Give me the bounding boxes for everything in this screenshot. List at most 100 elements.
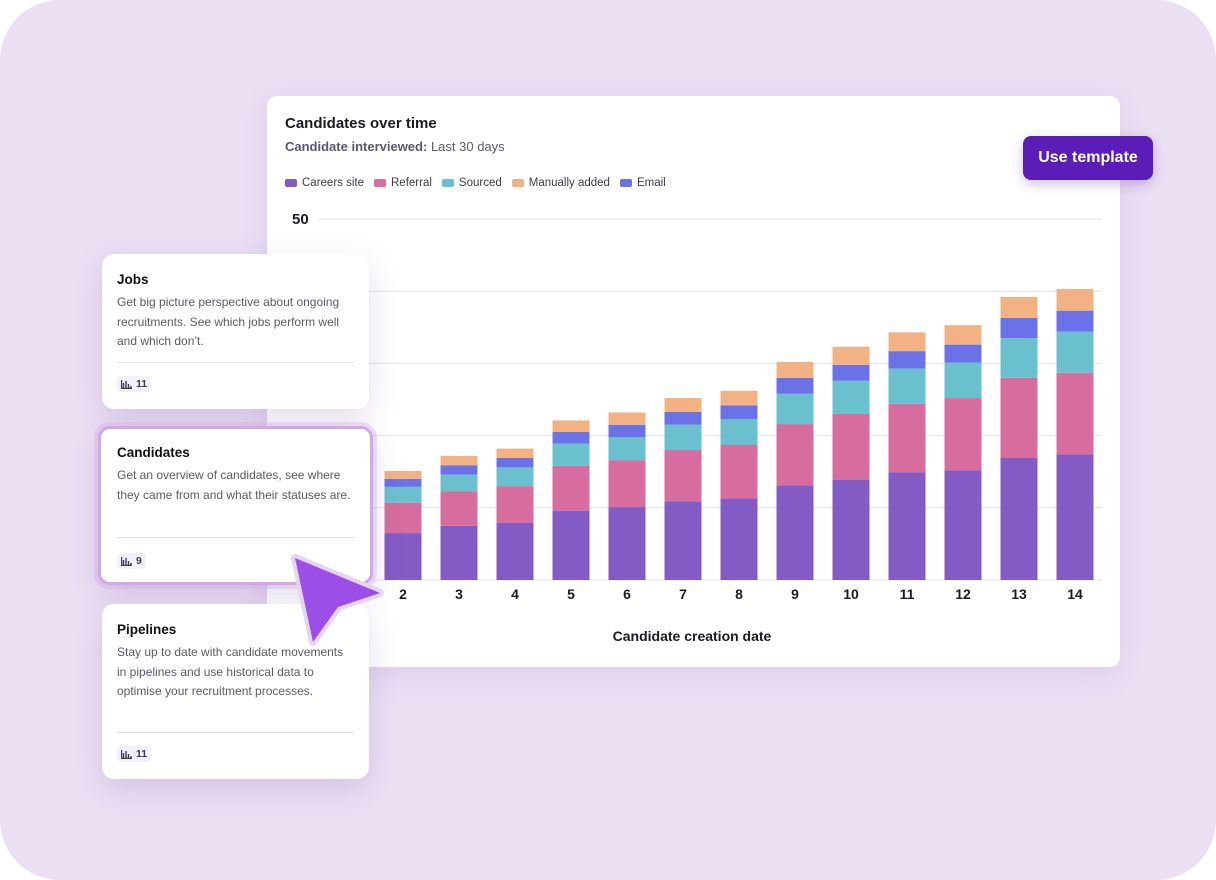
bar-segment-manually-added (944, 325, 982, 345)
legend-item: Sourced (441, 177, 502, 189)
x-tick-label: 6 (623, 586, 631, 602)
bar-segment-careers-site (944, 470, 982, 580)
bar-segment-sourced (832, 380, 870, 414)
bar-segment-email (384, 478, 422, 487)
bar-segment-manually-added (384, 470, 422, 479)
bar-segment-careers-site (1000, 457, 1038, 580)
bar-segment-referral (496, 486, 534, 523)
bar-segment-sourced (440, 474, 478, 492)
bar-segment-referral (832, 413, 870, 480)
x-tick-label: 7 (679, 586, 687, 602)
bar-chart-icon (121, 556, 132, 566)
bar-segment-sourced (888, 368, 926, 404)
bar-segment-sourced (496, 467, 534, 487)
bar-segment-careers-site (664, 501, 702, 580)
use-template-button[interactable]: Use template (1023, 136, 1153, 180)
bar-segment-email (552, 431, 590, 444)
bar-segment-manually-added (552, 420, 590, 432)
bar-segment-sourced (776, 393, 814, 425)
bar-segment-manually-added (664, 398, 702, 412)
legend-label: Email (636, 177, 666, 189)
bar-segment-sourced (384, 486, 422, 503)
bar-segment-manually-added (608, 412, 646, 425)
card-title: Pipelines (117, 622, 177, 637)
legend-swatch (374, 179, 386, 187)
bar-segment-referral (608, 460, 646, 508)
divider (117, 362, 354, 363)
bar-segment-careers-site (720, 498, 758, 580)
chart-subtitle: Candidate interviewed: Last 30 days (285, 139, 505, 154)
card-description: Get big picture perspective about ongoin… (117, 295, 340, 348)
card-description: Stay up to date with candidate movements… (117, 645, 344, 698)
legend-swatch (511, 179, 524, 187)
template-card-pipelines[interactable]: Pipelines Stay up to date with candidate… (102, 604, 369, 779)
count: 11 (136, 378, 148, 390)
bar-segment-careers-site (552, 510, 590, 580)
bar-segment-referral (1056, 372, 1094, 455)
legend-label: Careers site (302, 177, 364, 189)
bar-segment-email (944, 344, 982, 363)
bar-segment-referral (1000, 377, 1038, 458)
x-tick-label: 3 (455, 586, 463, 602)
template-card-jobs[interactable]: Jobs Get big picture perspective about o… (102, 254, 369, 409)
bar-segment-sourced (552, 443, 590, 466)
bar-segment-email (1056, 310, 1094, 332)
template-card-candidates[interactable]: Candidates Get an overview of candidates… (98, 426, 373, 585)
divider (117, 537, 354, 538)
bar-segment-referral (440, 491, 478, 526)
bar-segment-sourced (944, 362, 982, 399)
bar-segment-manually-added (1056, 289, 1094, 311)
bar-segment-manually-added (888, 332, 926, 352)
x-tick-label: 13 (1011, 586, 1027, 602)
card-title: Candidates (117, 445, 190, 460)
bar-segment-referral (664, 450, 702, 502)
legend-label: Manually added (528, 177, 610, 189)
legend-item: Email (619, 177, 666, 189)
chart-card: 50 2 3 4 5 6 7 8 9 10 11 12 13 14 Candidate creation d… (267, 96, 1120, 667)
chart-title: Candidates over time (285, 115, 437, 132)
legend-item: Referral (374, 177, 432, 189)
bar-segment-manually-added (832, 346, 870, 365)
bar-segment-manually-added (496, 448, 534, 458)
bar-segment-email (440, 465, 478, 475)
bar-segment-email (888, 351, 926, 369)
bar-segment-careers-site (608, 507, 646, 580)
bar-segment-email (832, 364, 870, 381)
bar-segment-referral (720, 444, 758, 499)
y-tick-label: 50 (292, 211, 309, 228)
x-tick-label: 12 (955, 586, 971, 602)
chart-count-badge: 11 (117, 746, 152, 762)
chart-count-badge: 11 (117, 376, 152, 392)
card-title: Jobs (117, 272, 149, 287)
bar-segment-manually-added (720, 390, 758, 406)
bar-segment-referral (552, 465, 590, 511)
bar-segment-manually-added (440, 455, 478, 466)
bar-segment-referral (384, 502, 422, 534)
x-tick-label: 8 (735, 586, 743, 602)
subtitle-value: Last 30 days (430, 139, 505, 154)
legend-swatch (619, 179, 632, 187)
x-tick-label: 11 (900, 586, 915, 602)
x-tick-label: 14 (1067, 586, 1083, 602)
bar-segment-careers-site (776, 485, 814, 580)
card-description: Get an overview of candidates, see where… (117, 468, 351, 502)
bar-segment-sourced (664, 424, 702, 451)
bar-segment-referral (944, 398, 982, 471)
bar-segment-email (664, 411, 702, 425)
bar-segment-sourced (720, 418, 758, 445)
legend-swatch (285, 179, 297, 187)
bar-segment-careers-site (888, 472, 926, 580)
chart-legend: Careers site Referral Sourced Manually adde… (285, 177, 666, 189)
bar-chart-icon (121, 749, 132, 759)
bar-segment-sourced (1056, 331, 1094, 373)
bar-segment-referral (888, 403, 926, 473)
bar-segment-email (608, 424, 646, 438)
bar-chart-icon (121, 379, 132, 389)
bar-segment-referral (776, 424, 814, 486)
bar-segment-careers-site (832, 479, 870, 580)
x-tick-label: 5 (567, 586, 575, 602)
bar-segment-careers-site (440, 525, 478, 580)
x-tick-label: 10 (843, 586, 859, 602)
bar-segment-email (1000, 317, 1038, 339)
stacked-bar-chart: 50 2 3 4 5 6 7 8 9 10 11 12 13 14 Candidate creation d… (292, 211, 1102, 644)
